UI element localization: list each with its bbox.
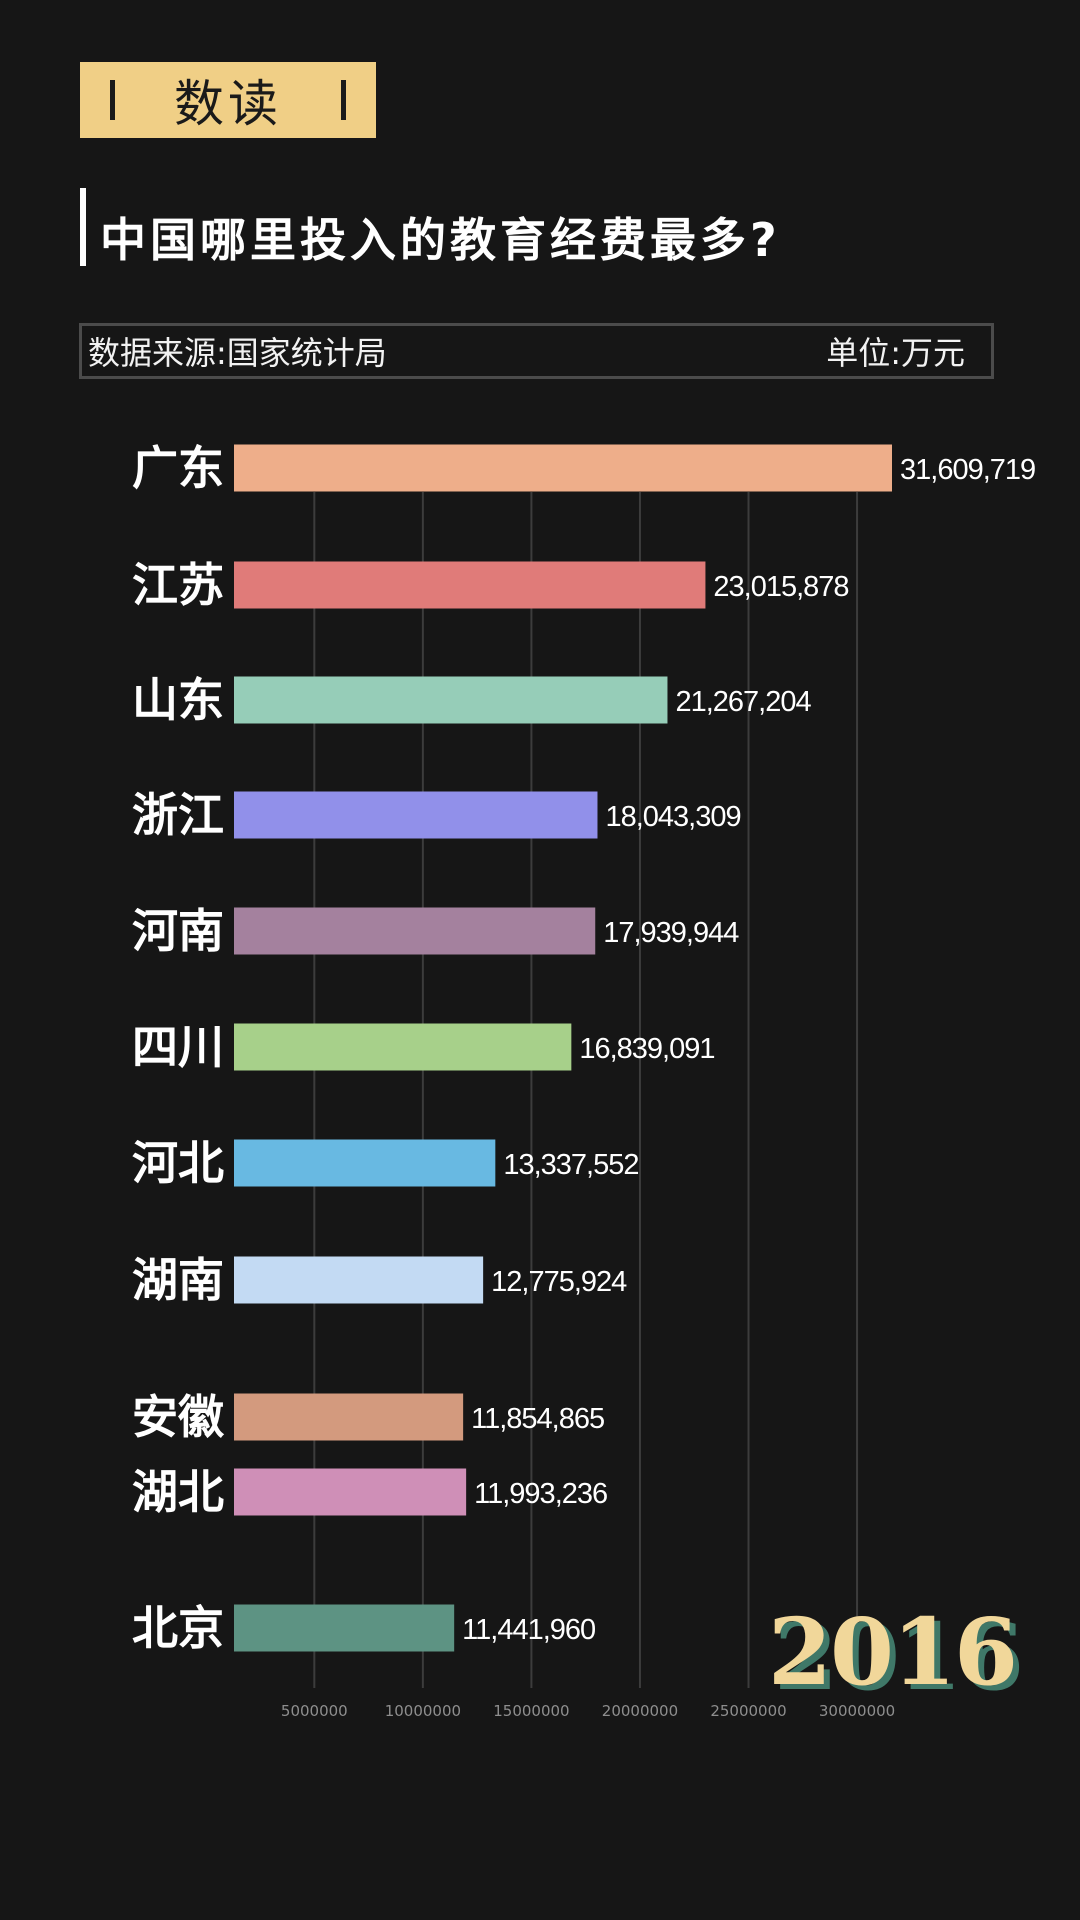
- bar: [234, 1139, 496, 1187]
- badge-divider-right: [341, 80, 346, 120]
- x-tick-label: 15000000: [493, 1702, 569, 1720]
- bar: [234, 561, 706, 609]
- value-label: 23,015,878: [713, 571, 848, 603]
- x-tick-label: 25000000: [710, 1702, 786, 1720]
- value-label: 17,939,944: [603, 917, 739, 949]
- category-label: 安徽: [132, 1390, 225, 1444]
- title-accent-bar: [80, 188, 86, 266]
- bar: [234, 1468, 467, 1516]
- value-label: 11,993,236: [474, 1478, 607, 1510]
- section-badge: 数读: [80, 62, 376, 138]
- value-label: 21,267,204: [675, 686, 811, 718]
- page-title: 中国哪里投入的教育经费最多?: [100, 213, 781, 267]
- data-source-label: 数据来源:国家统计局: [88, 334, 387, 372]
- value-label: 12,775,924: [491, 1266, 627, 1298]
- x-tick-label: 10000000: [385, 1702, 461, 1720]
- value-label: 11,441,960: [462, 1614, 595, 1646]
- category-label: 四川: [132, 1020, 224, 1074]
- category-label: 北京: [132, 1601, 224, 1655]
- bar: [234, 791, 598, 839]
- year-label: 2016: [768, 1598, 1018, 1706]
- unit-label: 单位:万元: [826, 334, 965, 372]
- category-label: 河北: [132, 1136, 224, 1190]
- bar: [234, 1023, 572, 1071]
- x-tick-label: 30000000: [819, 1702, 895, 1720]
- value-label: 13,337,552: [503, 1149, 638, 1181]
- source-info-box: 数据来源:国家统计局 单位:万元: [79, 323, 994, 379]
- category-label: 湖南: [132, 1253, 224, 1307]
- x-tick-label: 20000000: [602, 1702, 678, 1720]
- bar: [234, 676, 668, 724]
- bar: [234, 1393, 464, 1441]
- category-label: 河南: [132, 904, 224, 958]
- value-label: 11,854,865: [471, 1403, 604, 1435]
- badge-label: 数读: [174, 75, 282, 133]
- bar: [234, 444, 892, 492]
- value-label: 31,609,719: [900, 454, 1035, 486]
- category-label: 浙江: [132, 788, 224, 842]
- x-tick-label: 5000000: [281, 1702, 348, 1720]
- badge-divider-left: [110, 80, 115, 120]
- bar: [234, 1256, 484, 1304]
- category-label: 湖北: [132, 1465, 224, 1519]
- bar: [234, 907, 596, 955]
- bar: [234, 1604, 455, 1652]
- category-label: 山东: [132, 673, 224, 727]
- value-label: 16,839,091: [579, 1033, 714, 1065]
- value-label: 18,043,309: [605, 801, 740, 833]
- category-label: 广东: [132, 441, 224, 495]
- category-label: 江苏: [132, 558, 224, 612]
